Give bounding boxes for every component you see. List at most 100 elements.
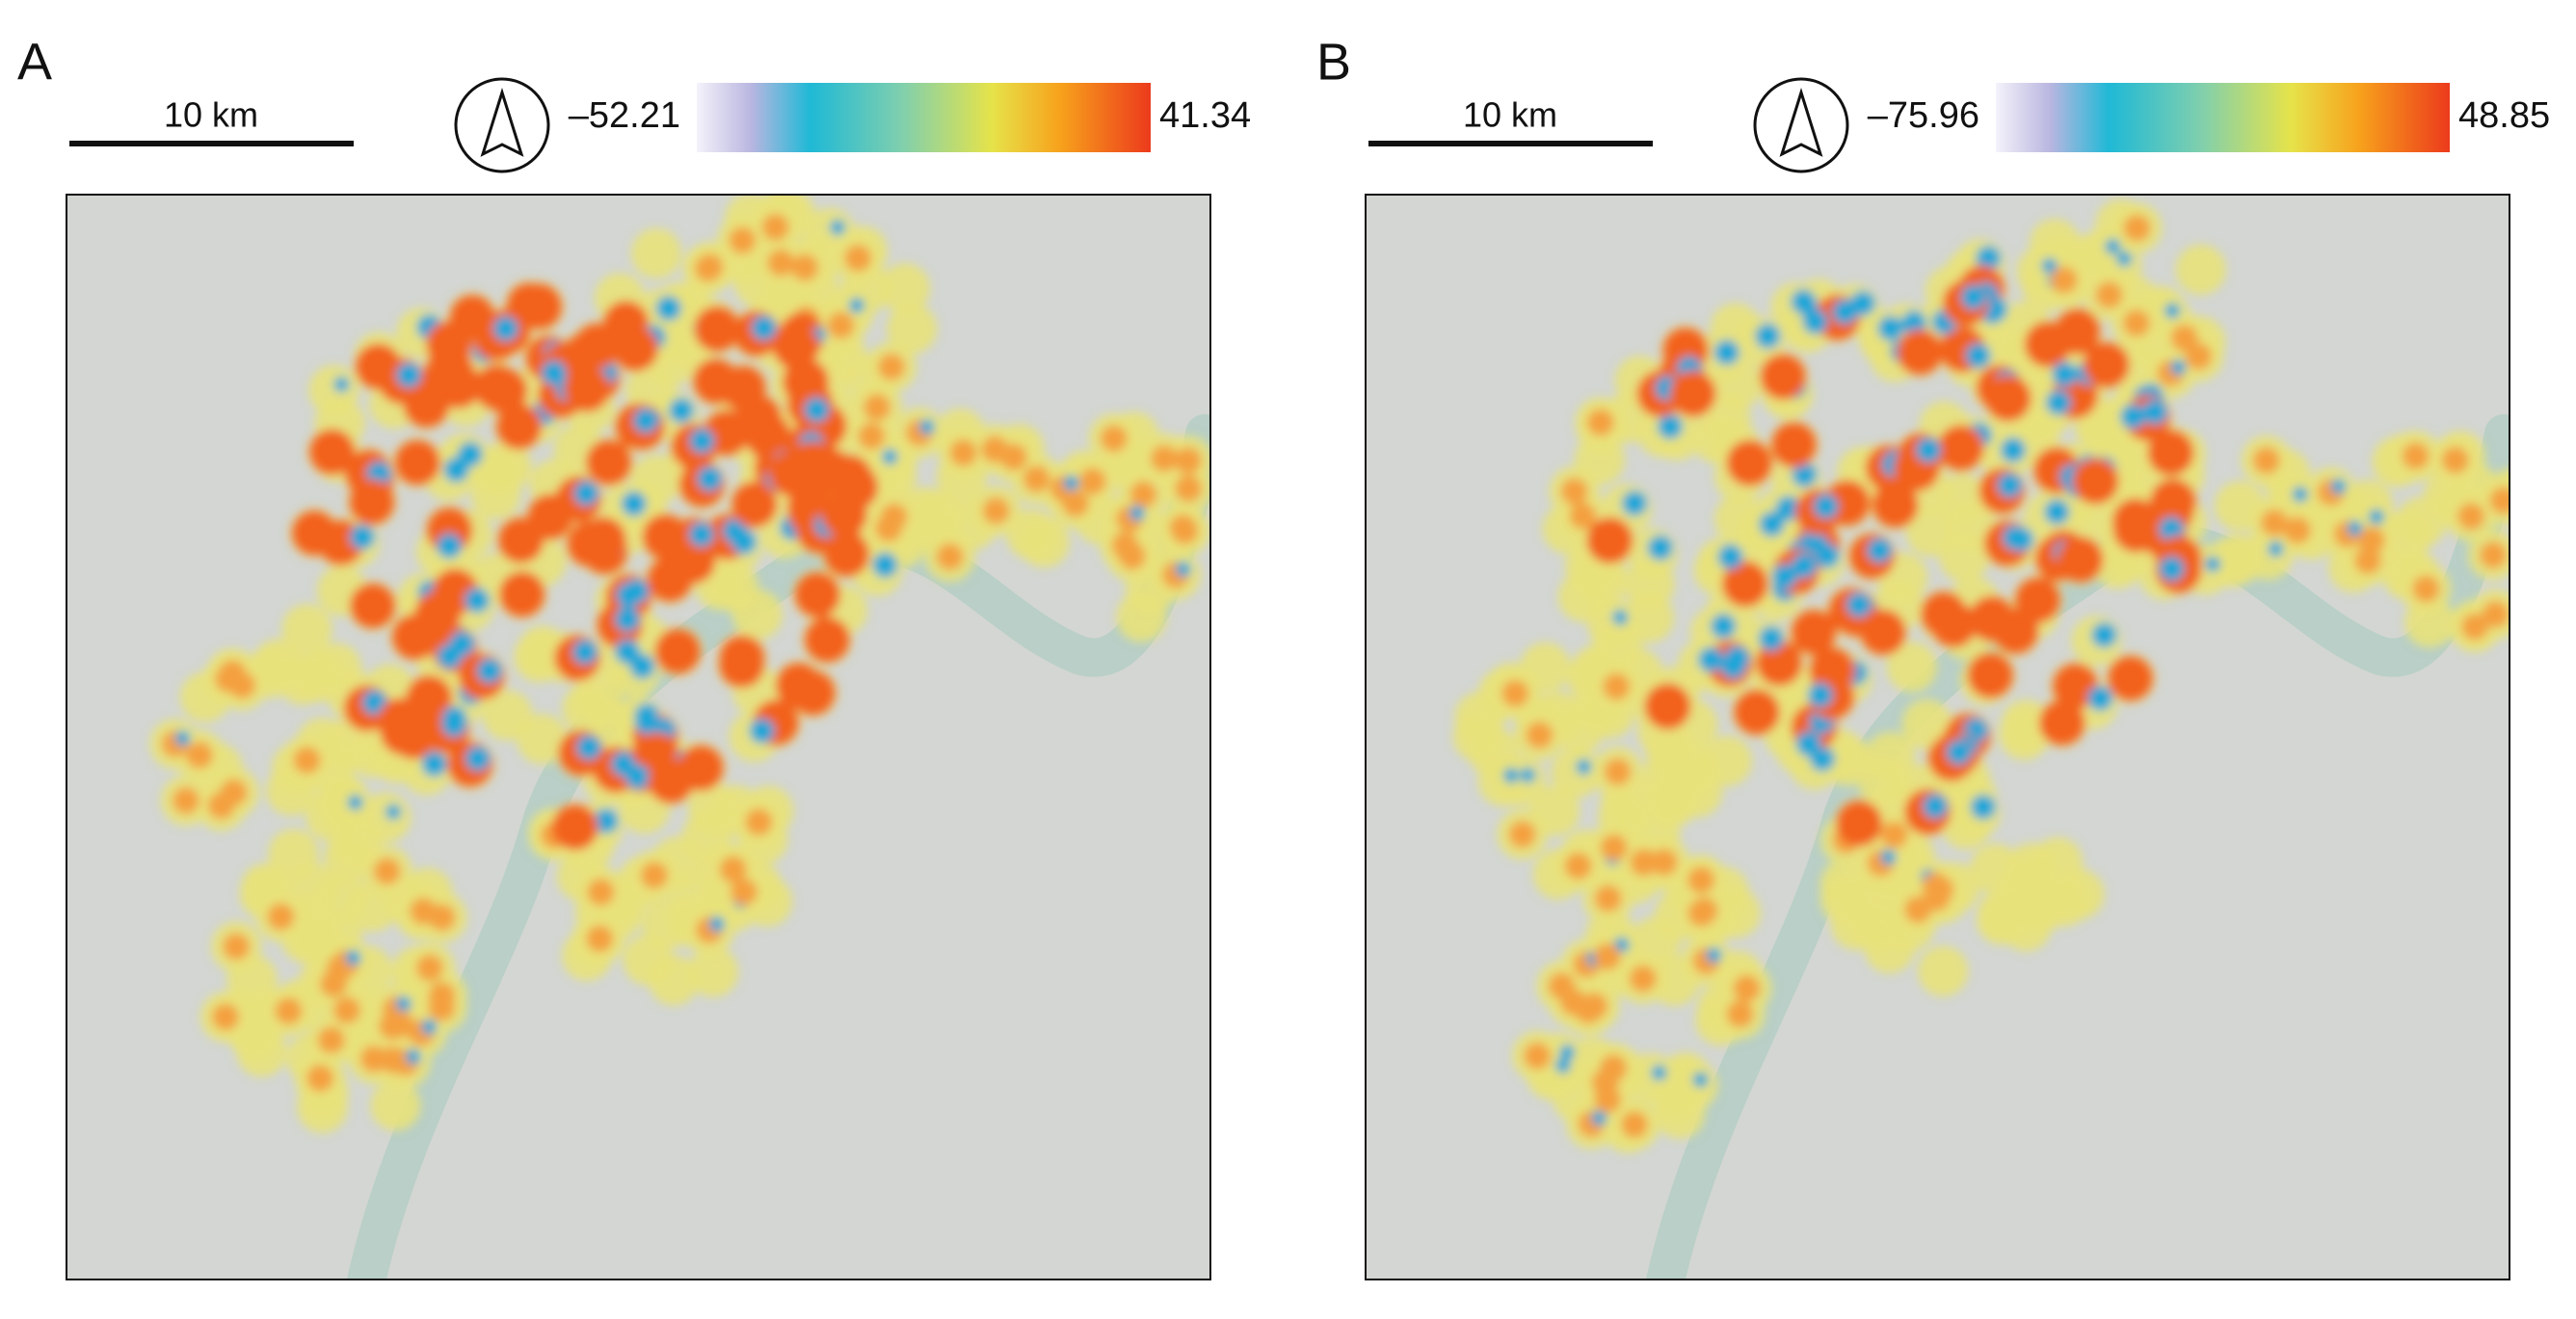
heat-cold: [1792, 462, 1818, 488]
heat-cold: [345, 950, 361, 966]
heat-blob: [2003, 857, 2054, 908]
heat-cold: [1771, 564, 1797, 590]
heat-cold: [621, 490, 647, 516]
heat-hot: [612, 325, 659, 372]
heat-cold: [1877, 315, 1903, 341]
heat-cold: [2116, 251, 2133, 267]
heat-warm: [2170, 324, 2198, 352]
heat-hot: [516, 282, 563, 330]
heat-cold: [441, 705, 467, 731]
heat-warm: [767, 249, 795, 277]
heat-warm: [172, 786, 199, 814]
heat-cold: [1129, 505, 1146, 521]
heat-warm: [1926, 876, 1954, 904]
heat-cold: [1997, 472, 2023, 498]
heat-cold: [751, 315, 777, 341]
heat-warm: [1600, 833, 1628, 861]
heat-cold: [1717, 543, 1743, 569]
heat-warm: [949, 438, 977, 466]
heat-warm: [2260, 509, 2288, 537]
heat-warm: [1508, 821, 1536, 849]
heat-warm: [1548, 972, 1576, 1000]
heat-cold: [1960, 284, 1986, 310]
heat-cold: [1520, 767, 1536, 783]
heat-cold: [2330, 478, 2347, 494]
heat-hot: [1721, 561, 1768, 608]
heat-blob: [1520, 642, 1571, 693]
heat-hot: [1836, 800, 1883, 847]
heat-warm: [293, 747, 321, 775]
heat-cold: [1502, 767, 1519, 783]
heat-cold: [634, 709, 660, 735]
heat-cold: [1720, 653, 1746, 679]
heat-cold: [918, 419, 935, 435]
heat-cold: [2120, 404, 2146, 430]
heat-blob: [1886, 642, 1937, 693]
scale-bar-label: 10 km: [164, 95, 258, 135]
heat-cold: [1175, 561, 1191, 577]
heat-warm: [1560, 478, 1588, 506]
heat-blob: [517, 713, 568, 764]
heat-cold: [465, 746, 491, 772]
heat-cold: [1755, 323, 1781, 349]
heat-hot: [2112, 506, 2160, 553]
heat-warm: [1569, 502, 1597, 530]
heat-hot: [579, 516, 626, 564]
heat-warm: [2122, 309, 2150, 337]
heat-cold: [1880, 849, 1897, 865]
heat-cold: [2205, 556, 2221, 572]
colorbar: [1996, 83, 2450, 152]
heat-warm: [1733, 974, 1761, 1002]
heat-warm: [1151, 444, 1179, 472]
heat-blob: [2175, 244, 2226, 295]
heat-hot: [1586, 516, 1633, 564]
heat-cold: [421, 1019, 438, 1036]
heat-cold: [2045, 389, 2071, 415]
heat-cold: [731, 529, 757, 555]
river: [347, 414, 1210, 1279]
heat-warm: [275, 997, 303, 1025]
heat-hot: [1756, 640, 1803, 687]
heat-blob: [1662, 750, 1713, 801]
heat-cold: [749, 718, 775, 744]
heat-blob: [731, 589, 783, 640]
heat-cold: [1923, 793, 1949, 819]
heat-hot: [1920, 591, 1967, 638]
heat-blob: [347, 881, 398, 932]
heat-blob: [1858, 756, 1909, 807]
heat-cold: [1706, 947, 1722, 963]
heat-warm: [2402, 442, 2430, 470]
heat-warm: [791, 253, 819, 281]
heat-warm: [428, 982, 456, 1010]
heat-cold: [2087, 685, 2113, 711]
heat-warm: [730, 878, 757, 906]
heat-cold: [333, 376, 350, 392]
heat-blob: [281, 603, 332, 654]
heat-cold: [347, 794, 363, 810]
panel-label: B: [1316, 33, 1351, 91]
heat-cold: [688, 521, 714, 547]
heat-warm: [1575, 996, 1603, 1024]
heat-warm: [587, 878, 615, 906]
heat-cold: [1576, 758, 1592, 775]
heat-warm: [1726, 1000, 1754, 1028]
heat-blob: [623, 935, 674, 986]
heat-blob: [591, 702, 642, 753]
colorbar-max-label: 48.85: [2458, 95, 2550, 136]
map: [1366, 195, 2510, 1279]
heat-warm: [2050, 266, 2078, 294]
heat-blob: [268, 829, 319, 880]
heat-warm: [586, 925, 614, 953]
heat-hot: [551, 804, 598, 851]
heat-hot: [647, 556, 694, 603]
heat-hot: [1726, 439, 1773, 487]
heat-blob: [2381, 510, 2432, 561]
heat-warm: [1594, 884, 1622, 912]
heat-cold: [572, 639, 598, 665]
heat-hot: [308, 429, 356, 476]
heat-cold: [2105, 238, 2121, 254]
heat-cold: [633, 408, 659, 434]
heat-cold: [804, 397, 830, 423]
heat-cold: [2044, 499, 2070, 525]
